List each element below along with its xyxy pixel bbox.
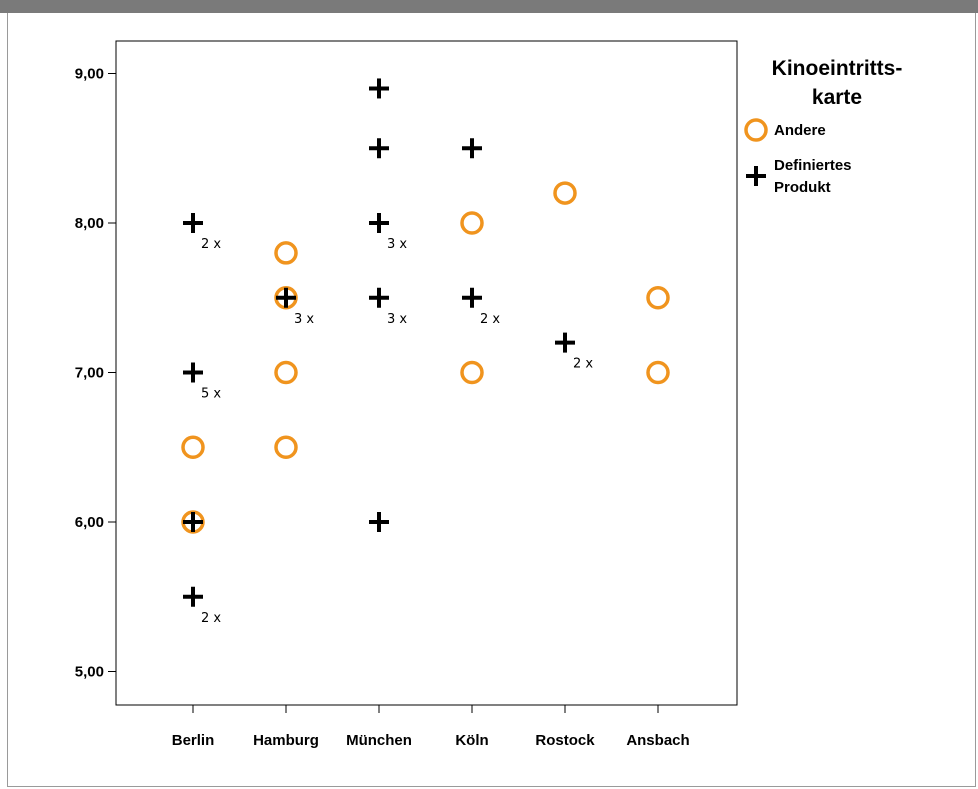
x-category-label: Hamburg: [253, 732, 319, 749]
point-count-label: 2 x: [201, 237, 221, 252]
data-point-definiertes-produkt: [183, 213, 203, 233]
data-point-andere: [553, 181, 577, 205]
point-count-label: 2 x: [480, 312, 500, 327]
point-count-label: 3 x: [387, 237, 407, 252]
data-point-definiertes-produkt: [555, 332, 575, 353]
x-category-label: Berlin: [172, 732, 215, 749]
point-count-label: 2 x: [573, 357, 593, 372]
point-count-label: 3 x: [294, 312, 314, 327]
marks: 2 x 5 x 2 x 3 x 3 x 3 x 2 x 2 x: [181, 78, 670, 626]
plot-area: [115, 40, 738, 706]
legend: Kinoeintritts-karte Andere Definiertes Prod…: [744, 57, 903, 196]
data-point-definiertes-produkt: [183, 362, 203, 383]
data-point-definiertes-produkt: [369, 287, 389, 308]
data-point-andere: [181, 435, 205, 459]
data-point-definiertes-produkt: [276, 287, 296, 308]
data-point-andere: [646, 360, 670, 385]
data-point-andere: [274, 435, 298, 459]
data-point-definiertes-produkt: [369, 78, 389, 99]
x-category-label: Ansbach: [626, 732, 689, 749]
x-category-label: München: [346, 732, 412, 749]
data-point-definiertes-produkt: [462, 138, 482, 159]
y-tick-label: 7,00: [75, 365, 104, 382]
point-count-label: 3 x: [387, 312, 407, 327]
data-point-definiertes-produkt: [183, 586, 203, 607]
legend-marker-definiertes-produkt: [746, 166, 766, 186]
x-category-label: Köln: [455, 732, 488, 749]
data-point-andere: [460, 211, 484, 235]
axes: 5,00 6,00 7,00 8,00 9,00 Berlin Hamburg München…: [75, 40, 738, 749]
data-point-definiertes-produkt: [369, 512, 389, 532]
legend-entry-label: Definiertes: [774, 157, 852, 174]
y-tick-label: 5,00: [75, 664, 104, 681]
y-tick-label: 8,00: [75, 215, 104, 232]
data-point-definiertes-produkt: [369, 138, 389, 159]
data-point-andere: [274, 360, 298, 385]
point-count-label: 5 x: [201, 387, 221, 402]
y-tick-label: 6,00: [75, 514, 104, 531]
x-category-label: Rostock: [535, 732, 595, 749]
point-count-label: 2 x: [201, 611, 221, 626]
chart-frame: [7, 13, 976, 787]
data-point-andere: [646, 286, 670, 310]
legend-entry-label: Produkt: [774, 179, 831, 196]
data-point-definiertes-produkt: [183, 512, 203, 532]
data-point-andere: [460, 360, 484, 385]
legend-entry-label: Andere: [774, 122, 826, 139]
data-point-definiertes-produkt: [462, 287, 482, 308]
data-point-definiertes-produkt: [369, 213, 389, 233]
legend-marker-andere: [744, 118, 768, 142]
y-tick-label: 9,00: [75, 66, 104, 83]
legend-title: karte: [812, 86, 862, 109]
data-point-andere: [274, 241, 298, 265]
legend-title: Kinoeintritts-: [772, 57, 903, 80]
window-top-bar: [0, 0, 978, 13]
